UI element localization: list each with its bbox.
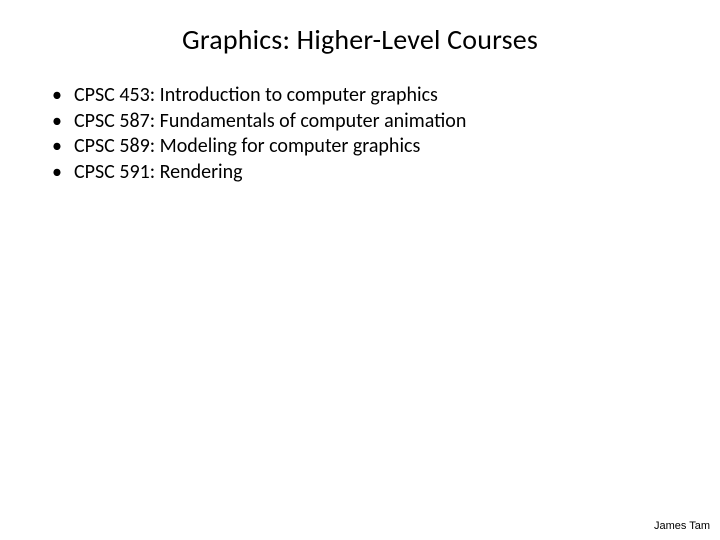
footer-author: James Tam — [654, 520, 710, 532]
bullet-list: CPSC 453: Introduction to computer graph… — [40, 83, 680, 185]
slide-title: Graphics: Higher-Level Courses — [40, 22, 680, 57]
list-item: CPSC 591: Rendering — [52, 160, 680, 186]
list-item: CPSC 589: Modeling for computer graphics — [52, 134, 680, 160]
list-item: CPSC 453: Introduction to computer graph… — [52, 83, 680, 109]
slide: Graphics: Higher-Level Courses CPSC 453:… — [0, 0, 720, 540]
list-item: CPSC 587: Fundamentals of computer anima… — [52, 109, 680, 135]
